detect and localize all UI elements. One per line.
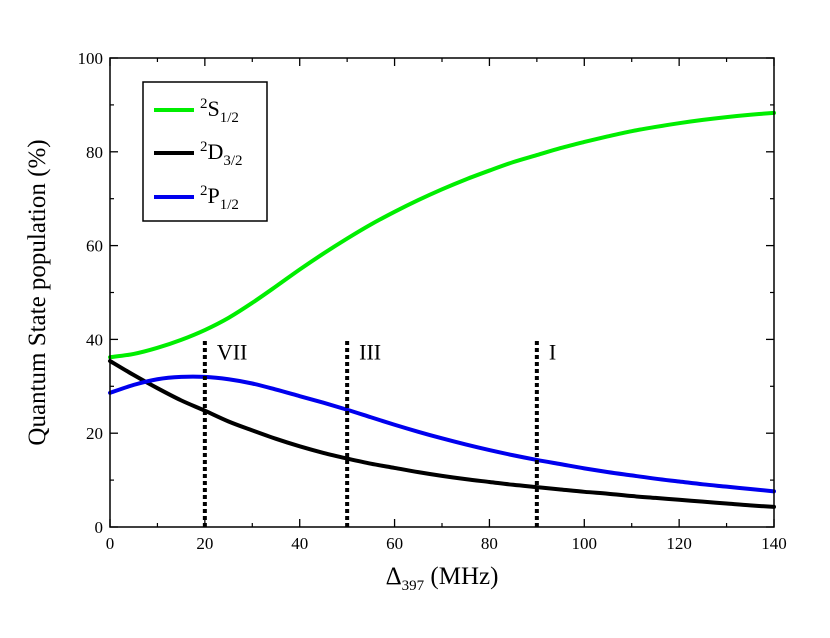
tick-labels: 0 20 40 60 80 100 120 140 0 20 40 60 80 100 bbox=[78, 49, 787, 553]
legend-item-s12: 2S1/2 bbox=[154, 96, 239, 126]
legend-item-p12: 2P1/2 bbox=[154, 183, 239, 213]
series-curves bbox=[108, 110, 776, 509]
x-tick-label: 140 bbox=[761, 534, 787, 553]
y-tick-label: 40 bbox=[86, 330, 103, 349]
legend-label: 2D3/2 bbox=[200, 139, 243, 169]
legend-item-d32: 2D3/2 bbox=[154, 139, 243, 169]
legend-label: 2S1/2 bbox=[200, 96, 239, 126]
legend-items: 2S1/2 2D3/2 2P1/2 bbox=[154, 96, 243, 213]
x-tick-label: 60 bbox=[386, 534, 403, 553]
x-axis-label-rest: (MHz) bbox=[424, 563, 498, 590]
legend-label: 2P1/2 bbox=[200, 183, 239, 213]
x-axis-label-sub: 397 bbox=[402, 578, 425, 594]
y-tick-label: 60 bbox=[86, 237, 103, 256]
y-tick-label: 0 bbox=[95, 518, 104, 537]
y-tick-label: 80 bbox=[86, 143, 103, 162]
x-axis-label: Δ397 (MHz) bbox=[386, 563, 499, 594]
x-axis-label-main: Δ bbox=[386, 563, 402, 590]
x-tick-label: 100 bbox=[572, 534, 598, 553]
axis-ticks bbox=[109, 57, 775, 528]
x-tick-label: 20 bbox=[196, 534, 213, 553]
marker-label-i: I bbox=[549, 339, 556, 364]
y-axis-label: Quantum State population (%) bbox=[24, 139, 51, 445]
marker-label-iii: III bbox=[359, 339, 381, 364]
x-tick-label: 120 bbox=[666, 534, 692, 553]
series-s12-line bbox=[108, 110, 776, 360]
legend: 2S1/2 2D3/2 2P1/2 bbox=[142, 81, 268, 222]
marker-label-vii: VII bbox=[217, 339, 248, 364]
y-tick-label: 20 bbox=[86, 424, 103, 443]
series-d32-line bbox=[108, 358, 776, 509]
x-tick-label: 0 bbox=[106, 534, 115, 553]
x-tick-label: 40 bbox=[291, 534, 308, 553]
series-p12-line bbox=[108, 374, 776, 494]
vertical-markers: VII III I bbox=[202, 339, 556, 527]
y-tick-label: 100 bbox=[78, 49, 104, 68]
x-tick-label: 80 bbox=[481, 534, 498, 553]
